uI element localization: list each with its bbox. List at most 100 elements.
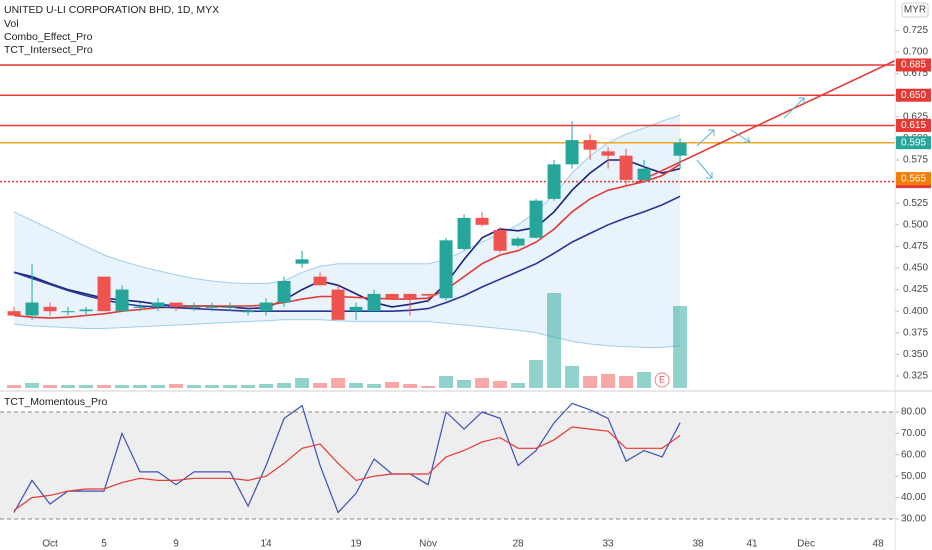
y-tick-label: 50.00 xyxy=(901,471,926,482)
volume-bar xyxy=(511,383,526,388)
x-tick-label: 9 xyxy=(173,539,179,550)
projection-arrows xyxy=(696,97,805,179)
candle-body xyxy=(349,306,363,312)
candle-body xyxy=(205,306,219,308)
volume-bar xyxy=(61,385,76,388)
volume-bar xyxy=(169,384,184,388)
volume-bar xyxy=(43,385,58,388)
candle-body xyxy=(277,280,291,303)
candle-body xyxy=(439,240,453,299)
x-tick-label: 28 xyxy=(513,539,525,550)
volume-bar xyxy=(25,383,40,388)
level-label-box xyxy=(896,58,931,72)
volume-bar xyxy=(583,376,598,388)
volume-bar xyxy=(331,378,346,388)
indicator-label: TCT_Intersect_Pro xyxy=(4,44,93,56)
y-tick-label: 40.00 xyxy=(901,492,926,503)
range-fill xyxy=(0,411,895,519)
candle-body xyxy=(565,140,579,165)
level-label-box xyxy=(896,88,931,102)
indicator-label: Vol xyxy=(4,18,19,30)
candle-body xyxy=(403,293,417,299)
arrow xyxy=(708,129,715,136)
candle-body xyxy=(637,168,651,180)
volume-bar xyxy=(637,372,652,388)
volume-bar xyxy=(259,384,274,388)
volume-bar xyxy=(421,386,436,388)
level-label: 0.650 xyxy=(901,90,926,101)
arrow xyxy=(696,129,715,147)
candle-body xyxy=(529,200,543,238)
price-label: 0.595 xyxy=(901,137,926,148)
price-label: 0.565 xyxy=(901,173,926,184)
pane-title: TCT_Momentous_Pro xyxy=(4,396,107,408)
currency-box[interactable] xyxy=(901,2,929,18)
candle-body xyxy=(25,302,39,316)
candle-body xyxy=(313,276,327,286)
arrow xyxy=(730,129,751,143)
currency[interactable]: MYR xyxy=(904,5,926,16)
volume-bar xyxy=(79,385,94,388)
oscillator-line xyxy=(13,402,681,514)
volume-bar xyxy=(673,306,688,388)
oscillator-line xyxy=(13,426,681,511)
candle-body xyxy=(673,142,687,156)
x-tick-label: 41 xyxy=(747,539,759,550)
arrow xyxy=(696,159,713,179)
x-tick-label: 48 xyxy=(873,539,885,550)
y-tick-label: 0.725 xyxy=(903,25,928,36)
y-tick-label: 80.00 xyxy=(901,407,926,418)
volume-bar xyxy=(547,293,562,388)
volume-bar xyxy=(115,385,130,388)
candle-body xyxy=(583,140,597,150)
y-tick-label: 30.00 xyxy=(901,514,926,525)
arrow xyxy=(744,136,751,143)
y-tick-label: 0.325 xyxy=(903,371,928,382)
x-tick-label: 33 xyxy=(603,539,615,550)
volume-bar xyxy=(7,385,22,388)
arrow xyxy=(706,172,713,179)
band-lower xyxy=(13,319,681,348)
arrow xyxy=(783,97,805,119)
candle-body xyxy=(241,311,255,313)
candle-body xyxy=(367,293,381,312)
chart-title: UNITED U-LI CORPORATION BHD, 1D, MYX xyxy=(4,4,219,16)
x-tick-label: Nov xyxy=(419,539,437,550)
oscillator-pane: 30.00 40.00 50.00 60.00 70.00 80.00 Oct 5 9 14 19 N… xyxy=(0,402,926,550)
candle-body xyxy=(7,311,21,316)
volume-bar xyxy=(529,360,544,388)
y-tick-label: 0.625 xyxy=(903,111,928,122)
candle-body xyxy=(115,289,129,312)
volume-bar xyxy=(313,383,328,388)
arrow xyxy=(798,97,805,104)
event-label: E xyxy=(659,374,665,384)
volume-bar xyxy=(619,376,634,388)
volume-bar xyxy=(205,385,220,388)
candle-body xyxy=(385,293,399,299)
y-tick-label: 0.475 xyxy=(903,241,928,252)
candle-body xyxy=(511,238,525,246)
x-tick-label: 5 xyxy=(101,539,107,550)
y-tick-label: 70.00 xyxy=(901,428,926,439)
volume-bar xyxy=(493,381,508,388)
volume-bar xyxy=(349,383,364,388)
indicator-label: Combo_Effect_Pro xyxy=(4,31,93,43)
candle-body xyxy=(601,151,615,156)
candle-body xyxy=(295,259,309,264)
candle-body xyxy=(331,289,345,320)
x-tick-label: Dec xyxy=(797,539,815,550)
volume-bar xyxy=(277,383,292,388)
y-tick-label: 0.400 xyxy=(903,306,928,317)
price-label-box xyxy=(896,172,931,186)
y-tick-label: 60.00 xyxy=(901,449,926,460)
trendline xyxy=(634,59,896,185)
price-pane: 0.325 0.350 0.375 0.400 0.425 0.450 0.475 0.500… xyxy=(0,25,931,388)
y-tick-label: 0.425 xyxy=(903,284,928,295)
band-upper xyxy=(13,114,681,284)
volume-bar xyxy=(97,385,112,388)
volume-bar xyxy=(601,374,616,388)
band-fill xyxy=(14,115,681,348)
volume-bar xyxy=(457,380,472,388)
y-tick-label: 0.575 xyxy=(903,155,928,166)
